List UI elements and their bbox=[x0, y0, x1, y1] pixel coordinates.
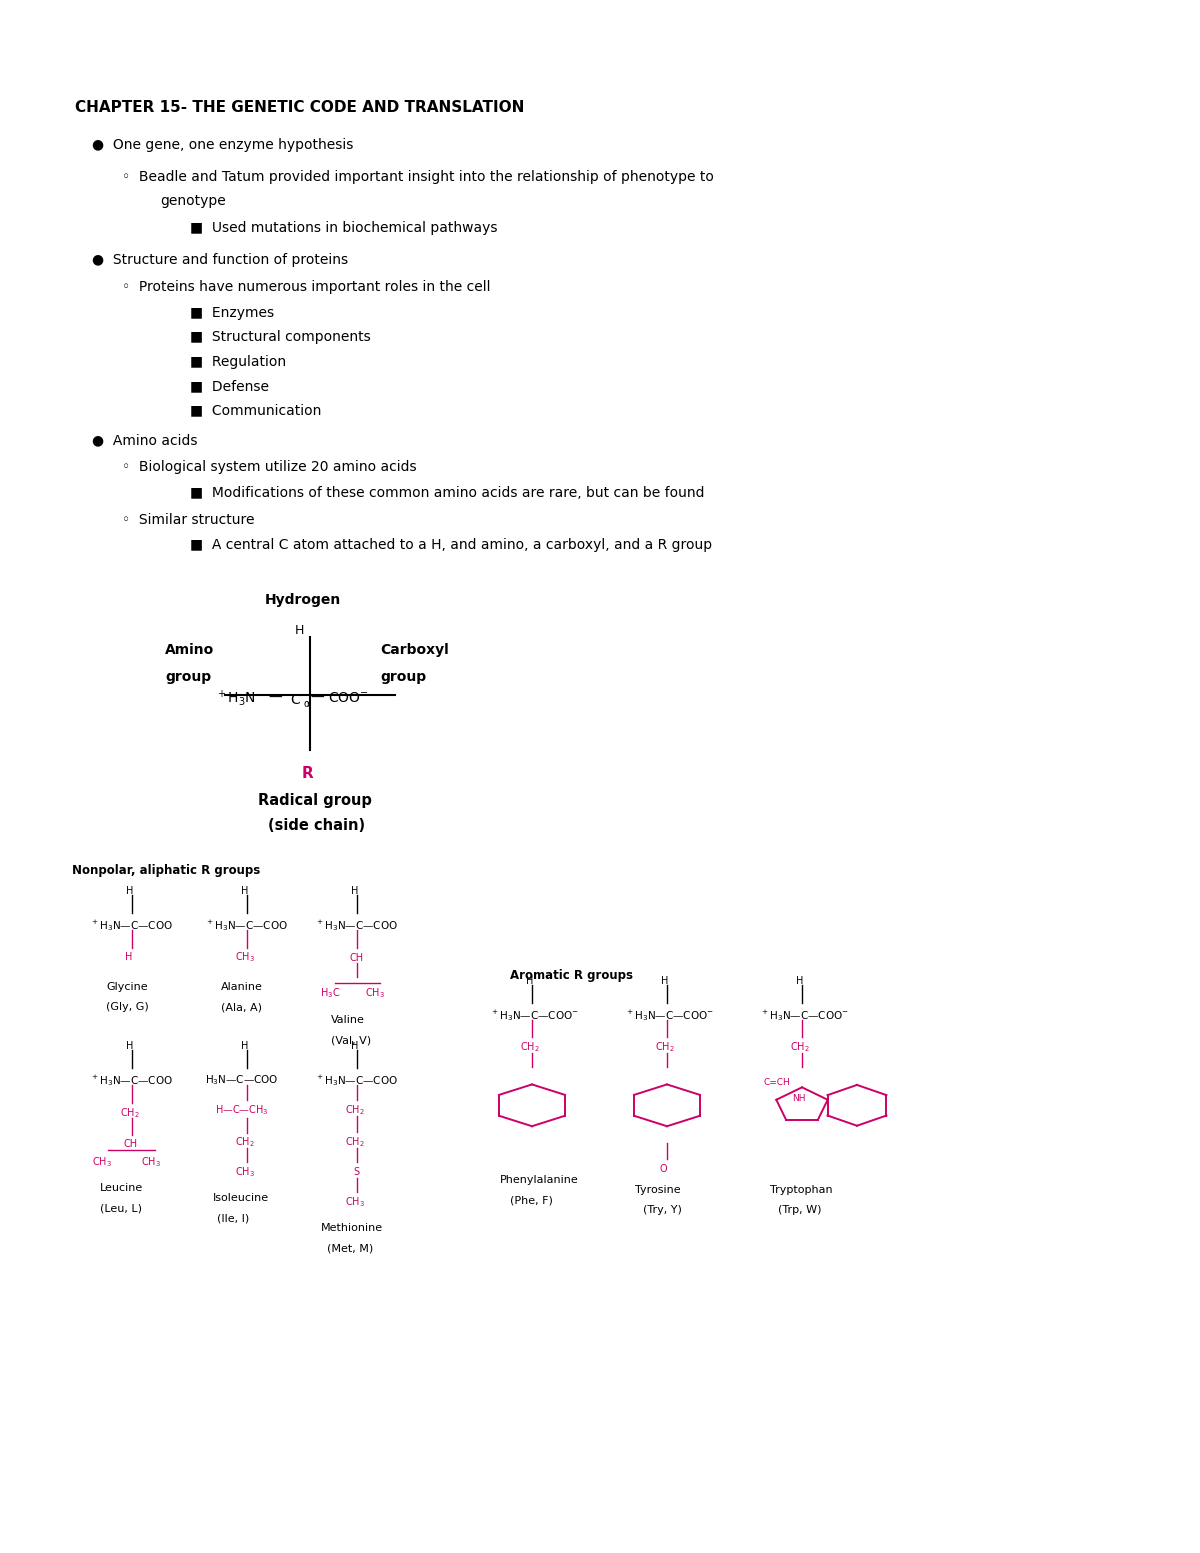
Text: ◦  Proteins have numerous important roles in the cell: ◦ Proteins have numerous important roles… bbox=[122, 280, 491, 294]
Text: CH$_2$: CH$_2$ bbox=[235, 1135, 254, 1149]
Text: CH$_3$: CH$_3$ bbox=[365, 986, 385, 1000]
Text: ■  A central C atom attached to a H, and amino, a carboxyl, and a R group: ■ A central C atom attached to a H, and … bbox=[190, 539, 712, 553]
Text: H: H bbox=[241, 1042, 248, 1051]
Text: ■  Defense: ■ Defense bbox=[190, 379, 269, 393]
Text: $^+$H$_3$N—C—COO: $^+$H$_3$N—C—COO bbox=[314, 1073, 398, 1087]
Text: $^+$H$_3$N—C—COO: $^+$H$_3$N—C—COO bbox=[314, 918, 398, 933]
Text: Leucine: Leucine bbox=[100, 1183, 143, 1193]
Text: H: H bbox=[526, 977, 533, 986]
Text: CH$_3$: CH$_3$ bbox=[346, 1196, 365, 1210]
Text: Tryptophan: Tryptophan bbox=[770, 1185, 833, 1196]
Text: H—C—CH$_3$: H—C—CH$_3$ bbox=[215, 1104, 269, 1117]
Text: R: R bbox=[302, 766, 313, 781]
Text: CH$_2$: CH$_2$ bbox=[346, 1135, 365, 1149]
Text: CH$_2$: CH$_2$ bbox=[120, 1106, 139, 1120]
Text: $^+$H$_3$N—C—COO$^{-}$: $^+$H$_3$N—C—COO$^{-}$ bbox=[490, 1008, 578, 1023]
Text: Tyrosine: Tyrosine bbox=[635, 1185, 680, 1196]
Text: CH$_2$: CH$_2$ bbox=[655, 1041, 674, 1054]
Text: H: H bbox=[352, 1042, 359, 1051]
Text: Isoleucine: Isoleucine bbox=[214, 1193, 269, 1204]
Text: ■  Used mutations in biochemical pathways: ■ Used mutations in biochemical pathways bbox=[190, 221, 498, 235]
Text: α: α bbox=[302, 699, 310, 710]
Text: (Try, Y): (Try, Y) bbox=[643, 1205, 682, 1216]
Text: genotype: genotype bbox=[160, 194, 226, 208]
Text: H: H bbox=[125, 952, 132, 963]
Text: H$_3$C: H$_3$C bbox=[320, 986, 341, 1000]
Text: Valine: Valine bbox=[331, 1016, 365, 1025]
Text: ●  One gene, one enzyme hypothesis: ● One gene, one enzyme hypothesis bbox=[92, 138, 353, 152]
Text: H: H bbox=[661, 977, 668, 986]
Text: H: H bbox=[126, 1042, 133, 1051]
Text: $^+$H$_3$N—C—COO: $^+$H$_3$N—C—COO bbox=[90, 1073, 173, 1087]
Text: ■  Communication: ■ Communication bbox=[190, 404, 322, 418]
Text: —: — bbox=[310, 691, 324, 705]
Text: (side chain): (side chain) bbox=[268, 818, 365, 832]
Text: CH$_3$: CH$_3$ bbox=[235, 950, 256, 964]
Text: C=CH: C=CH bbox=[764, 1078, 791, 1087]
Text: Amino: Amino bbox=[166, 643, 215, 657]
Text: Nonpolar, aliphatic R groups: Nonpolar, aliphatic R groups bbox=[72, 863, 260, 877]
Text: CH$_3$: CH$_3$ bbox=[142, 1155, 161, 1169]
Text: —: — bbox=[268, 691, 282, 705]
Text: H: H bbox=[241, 887, 248, 896]
Text: Hydrogen: Hydrogen bbox=[265, 593, 341, 607]
Text: $^+$H$_3$N—C—COO: $^+$H$_3$N—C—COO bbox=[205, 918, 288, 933]
Text: CH: CH bbox=[124, 1140, 138, 1149]
Text: CHAPTER 15- THE GENETIC CODE AND TRANSLATION: CHAPTER 15- THE GENETIC CODE AND TRANSLA… bbox=[74, 101, 524, 115]
Text: NH: NH bbox=[792, 1093, 805, 1103]
Text: $^+$H$_3$N: $^+$H$_3$N bbox=[215, 688, 256, 708]
Text: ◦  Biological system utilize 20 amino acids: ◦ Biological system utilize 20 amino aci… bbox=[122, 460, 416, 474]
Text: Phenylalanine: Phenylalanine bbox=[500, 1176, 578, 1185]
Text: ■  Structural components: ■ Structural components bbox=[190, 331, 371, 345]
Text: C: C bbox=[290, 693, 300, 707]
Text: (Phe, F): (Phe, F) bbox=[510, 1196, 553, 1205]
Text: H: H bbox=[796, 977, 803, 986]
Text: Radical group: Radical group bbox=[258, 794, 372, 808]
Text: Glycine: Glycine bbox=[106, 983, 148, 992]
Text: H$_3$N—C—COO: H$_3$N—C—COO bbox=[205, 1073, 278, 1087]
Text: $^+$H$_3$N—C—COO$^{-}$: $^+$H$_3$N—C—COO$^{-}$ bbox=[625, 1008, 714, 1023]
Text: CH$_3$: CH$_3$ bbox=[235, 1165, 256, 1179]
Text: (Gly, G): (Gly, G) bbox=[106, 1002, 149, 1013]
Text: (Ile, I): (Ile, I) bbox=[217, 1213, 250, 1224]
Text: ◦  Similar structure: ◦ Similar structure bbox=[122, 512, 254, 526]
Text: group: group bbox=[166, 671, 211, 685]
Text: (Met, M): (Met, M) bbox=[326, 1244, 373, 1253]
Text: CH$_2$: CH$_2$ bbox=[790, 1041, 810, 1054]
Text: (Leu, L): (Leu, L) bbox=[100, 1204, 142, 1213]
Text: CH: CH bbox=[349, 954, 364, 963]
Text: Aromatic R groups: Aromatic R groups bbox=[510, 969, 634, 981]
Text: H: H bbox=[126, 887, 133, 896]
Text: ◦  Beadle and Tatum provided important insight into the relationship of phenotyp: ◦ Beadle and Tatum provided important in… bbox=[122, 169, 714, 183]
Text: group: group bbox=[380, 671, 426, 685]
Text: ●  Structure and function of proteins: ● Structure and function of proteins bbox=[92, 253, 348, 267]
Text: CH$_2$: CH$_2$ bbox=[520, 1041, 540, 1054]
Text: Carboxyl: Carboxyl bbox=[380, 643, 449, 657]
Text: COO$^{-}$: COO$^{-}$ bbox=[328, 691, 368, 705]
Text: ■  Regulation: ■ Regulation bbox=[190, 354, 286, 368]
Text: S: S bbox=[353, 1168, 359, 1177]
Text: O: O bbox=[660, 1165, 667, 1174]
Text: CH$_3$: CH$_3$ bbox=[92, 1155, 112, 1169]
Text: (Val, V): (Val, V) bbox=[331, 1036, 371, 1045]
Text: (Ala, A): (Ala, A) bbox=[221, 1002, 262, 1013]
Text: $^+$H$_3$N—C—COO: $^+$H$_3$N—C—COO bbox=[90, 918, 173, 933]
Text: H: H bbox=[352, 887, 359, 896]
Text: Methionine: Methionine bbox=[322, 1224, 383, 1233]
Text: H: H bbox=[295, 624, 305, 637]
Text: ■  Modifications of these common amino acids are rare, but can be found: ■ Modifications of these common amino ac… bbox=[190, 486, 704, 500]
Text: (Trp, W): (Trp, W) bbox=[778, 1205, 822, 1216]
Text: $^+$H$_3$N—C—COO$^{-}$: $^+$H$_3$N—C—COO$^{-}$ bbox=[760, 1008, 848, 1023]
Text: Alanine: Alanine bbox=[221, 983, 263, 992]
Text: CH$_2$: CH$_2$ bbox=[346, 1104, 365, 1117]
Text: ■  Enzymes: ■ Enzymes bbox=[190, 306, 274, 320]
Text: ●  Amino acids: ● Amino acids bbox=[92, 433, 198, 447]
